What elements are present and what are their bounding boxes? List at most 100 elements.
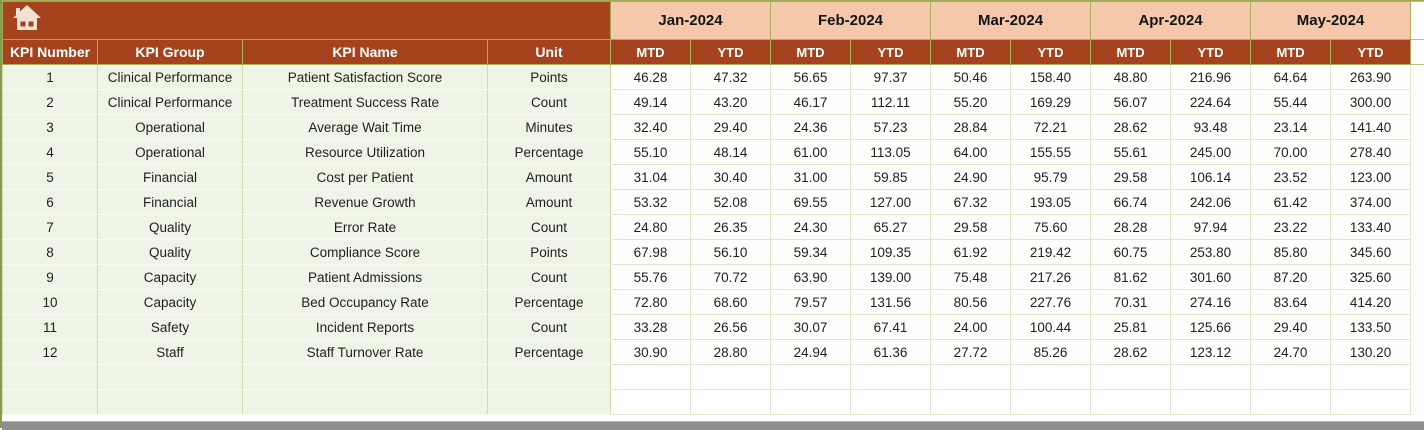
cell-unit[interactable]: Percentage: [488, 140, 611, 165]
cell-value[interactable]: 301.60: [1171, 265, 1251, 290]
cell-unit[interactable]: Minutes: [488, 115, 611, 140]
cell-value[interactable]: 133.40: [1331, 215, 1411, 240]
cell-value[interactable]: 59.34: [771, 240, 851, 265]
cell-value[interactable]: 224.64: [1171, 90, 1251, 115]
cell-value[interactable]: 141.40: [1331, 115, 1411, 140]
cell-value[interactable]: 81.62: [1091, 265, 1171, 290]
cell-empty[interactable]: [1091, 390, 1171, 415]
cell-value[interactable]: 31.04: [611, 165, 691, 190]
home-button[interactable]: [12, 4, 42, 32]
cell-value[interactable]: 30.40: [691, 165, 771, 190]
cell-kpi-group[interactable]: Clinical Performance: [98, 90, 243, 115]
cell-value[interactable]: 63.90: [771, 265, 851, 290]
cell-value[interactable]: 59.85: [851, 165, 931, 190]
cell-value[interactable]: 46.28: [611, 65, 691, 90]
cell-unit[interactable]: Amount: [488, 190, 611, 215]
cell-value[interactable]: 55.20: [931, 90, 1011, 115]
cell-unit[interactable]: Points: [488, 65, 611, 90]
cell-value[interactable]: 25.81: [1091, 315, 1171, 340]
cell-kpi-number[interactable]: 11: [3, 315, 98, 340]
cell-kpi-name[interactable]: Revenue Growth: [243, 190, 488, 215]
cell-kpi-group[interactable]: Operational: [98, 140, 243, 165]
cell-empty[interactable]: [243, 390, 488, 415]
cell-empty[interactable]: [3, 365, 98, 390]
cell-value[interactable]: 49.14: [611, 90, 691, 115]
cell-value[interactable]: 61.42: [1251, 190, 1331, 215]
cell-value[interactable]: 169.29: [1011, 90, 1091, 115]
cell-kpi-number[interactable]: 9: [3, 265, 98, 290]
cell-value[interactable]: 70.00: [1251, 140, 1331, 165]
cell-value[interactable]: 374.00: [1331, 190, 1411, 215]
cell-value[interactable]: 227.76: [1011, 290, 1091, 315]
cell-kpi-number[interactable]: 7: [3, 215, 98, 240]
cell-empty[interactable]: [851, 390, 931, 415]
cell-kpi-group[interactable]: Financial: [98, 190, 243, 215]
cell-empty[interactable]: [931, 390, 1011, 415]
cell-kpi-name[interactable]: Incident Reports: [243, 315, 488, 340]
cell-empty[interactable]: [1011, 365, 1091, 390]
cell-kpi-number[interactable]: 12: [3, 340, 98, 365]
cell-value[interactable]: 23.14: [1251, 115, 1331, 140]
cell-kpi-name[interactable]: Treatment Success Rate: [243, 90, 488, 115]
cell-kpi-group[interactable]: Financial: [98, 165, 243, 190]
cell-value[interactable]: 30.07: [771, 315, 851, 340]
cell-value[interactable]: 28.62: [1091, 340, 1171, 365]
cell-kpi-name[interactable]: Bed Occupancy Rate: [243, 290, 488, 315]
cell-empty[interactable]: [1251, 390, 1331, 415]
cell-value[interactable]: 64.00: [931, 140, 1011, 165]
cell-unit[interactable]: Percentage: [488, 290, 611, 315]
cell-value[interactable]: 414.20: [1331, 290, 1411, 315]
cell-value[interactable]: 66.74: [1091, 190, 1171, 215]
cell-unit[interactable]: Percentage: [488, 340, 611, 365]
cell-value[interactable]: 55.44: [1251, 90, 1331, 115]
cell-empty[interactable]: [1331, 365, 1411, 390]
cell-value[interactable]: 125.66: [1171, 315, 1251, 340]
cell-value[interactable]: 112.11: [851, 90, 931, 115]
cell-value[interactable]: 113.05: [851, 140, 931, 165]
cell-kpi-group[interactable]: Capacity: [98, 290, 243, 315]
cell-value[interactable]: 29.40: [1251, 315, 1331, 340]
cell-kpi-number[interactable]: 4: [3, 140, 98, 165]
cell-unit[interactable]: Count: [488, 265, 611, 290]
cell-value[interactable]: 127.00: [851, 190, 931, 215]
cell-empty[interactable]: [611, 390, 691, 415]
cell-value[interactable]: 24.70: [1251, 340, 1331, 365]
cell-value[interactable]: 72.80: [611, 290, 691, 315]
cell-value[interactable]: 27.72: [931, 340, 1011, 365]
cell-kpi-group[interactable]: Capacity: [98, 265, 243, 290]
cell-value[interactable]: 61.92: [931, 240, 1011, 265]
cell-value[interactable]: 75.60: [1011, 215, 1091, 240]
cell-value[interactable]: 65.27: [851, 215, 931, 240]
cell-value[interactable]: 123.00: [1331, 165, 1411, 190]
cell-value[interactable]: 33.28: [611, 315, 691, 340]
cell-empty[interactable]: [1171, 390, 1251, 415]
cell-value[interactable]: 93.48: [1171, 115, 1251, 140]
cell-kpi-number[interactable]: 3: [3, 115, 98, 140]
cell-unit[interactable]: Amount: [488, 165, 611, 190]
cell-value[interactable]: 28.84: [931, 115, 1011, 140]
cell-kpi-name[interactable]: Staff Turnover Rate: [243, 340, 488, 365]
cell-kpi-name[interactable]: Error Rate: [243, 215, 488, 240]
cell-value[interactable]: 83.64: [1251, 290, 1331, 315]
cell-unit[interactable]: Points: [488, 240, 611, 265]
cell-value[interactable]: 24.36: [771, 115, 851, 140]
cell-value[interactable]: 48.80: [1091, 65, 1171, 90]
cell-value[interactable]: 29.58: [931, 215, 1011, 240]
cell-value[interactable]: 24.90: [931, 165, 1011, 190]
cell-value[interactable]: 158.40: [1011, 65, 1091, 90]
cell-value[interactable]: 345.60: [1331, 240, 1411, 265]
cell-empty[interactable]: [243, 365, 488, 390]
cell-empty[interactable]: [488, 365, 611, 390]
cell-value[interactable]: 242.06: [1171, 190, 1251, 215]
cell-value[interactable]: 79.57: [771, 290, 851, 315]
cell-value[interactable]: 85.26: [1011, 340, 1091, 365]
cell-value[interactable]: 95.79: [1011, 165, 1091, 190]
cell-value[interactable]: 100.44: [1011, 315, 1091, 340]
cell-value[interactable]: 67.32: [931, 190, 1011, 215]
cell-value[interactable]: 57.23: [851, 115, 931, 140]
cell-value[interactable]: 155.55: [1011, 140, 1091, 165]
cell-empty[interactable]: [98, 365, 243, 390]
cell-unit[interactable]: Count: [488, 90, 611, 115]
cell-value[interactable]: 70.72: [691, 265, 771, 290]
cell-value[interactable]: 123.12: [1171, 340, 1251, 365]
